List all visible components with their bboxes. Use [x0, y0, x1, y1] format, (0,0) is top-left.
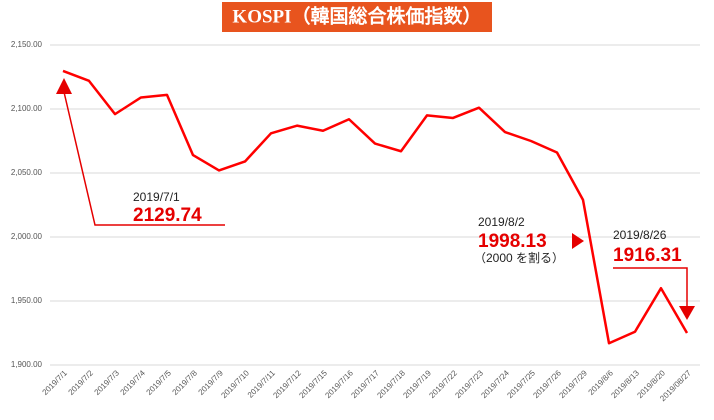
x-tick-label: 2019/7/1 — [41, 368, 70, 397]
annotation: 2129.74 — [133, 205, 202, 226]
arrow-line — [63, 91, 225, 226]
y-tick-label: 2,050.00 — [11, 168, 43, 177]
y-tick-label: 1,950.00 — [11, 296, 43, 305]
annotation: 1998.13 — [478, 231, 547, 252]
arrow-line — [613, 267, 688, 308]
arrowhead — [56, 78, 72, 94]
x-tick-label: 2019/7/5 — [145, 368, 174, 397]
data-line — [62, 69, 689, 345]
y-tick-label: 2,150.00 — [11, 40, 43, 49]
x-tick-label: 2019/7/29 — [557, 368, 589, 400]
y-tick-label: 1,900.00 — [11, 360, 43, 369]
annotation-arrows — [63, 91, 688, 308]
arrowhead — [679, 306, 695, 320]
x-tick-label: 2019/7/3 — [93, 368, 122, 397]
title-banner — [222, 2, 492, 32]
annotation: 2019/8/2 — [478, 215, 525, 229]
x-tick-label: 2019/7/8 — [171, 368, 200, 397]
arrowhead — [572, 233, 584, 249]
y-tick-label: 2,000.00 — [11, 232, 43, 241]
x-tick-label: 2019/7/4 — [119, 368, 148, 397]
chart-title: KOSPI（韓国総合株価指数） — [232, 4, 481, 27]
annotation: （2000 を割る） — [474, 250, 564, 265]
annotation: 2019/8/26 — [613, 228, 667, 242]
annotation: 2019/7/1 — [133, 190, 180, 204]
annotation: 1916.31 — [613, 245, 682, 266]
x-tick-label: 2019/7/2 — [67, 368, 96, 397]
y-tick-label: 2,100.00 — [11, 104, 43, 113]
